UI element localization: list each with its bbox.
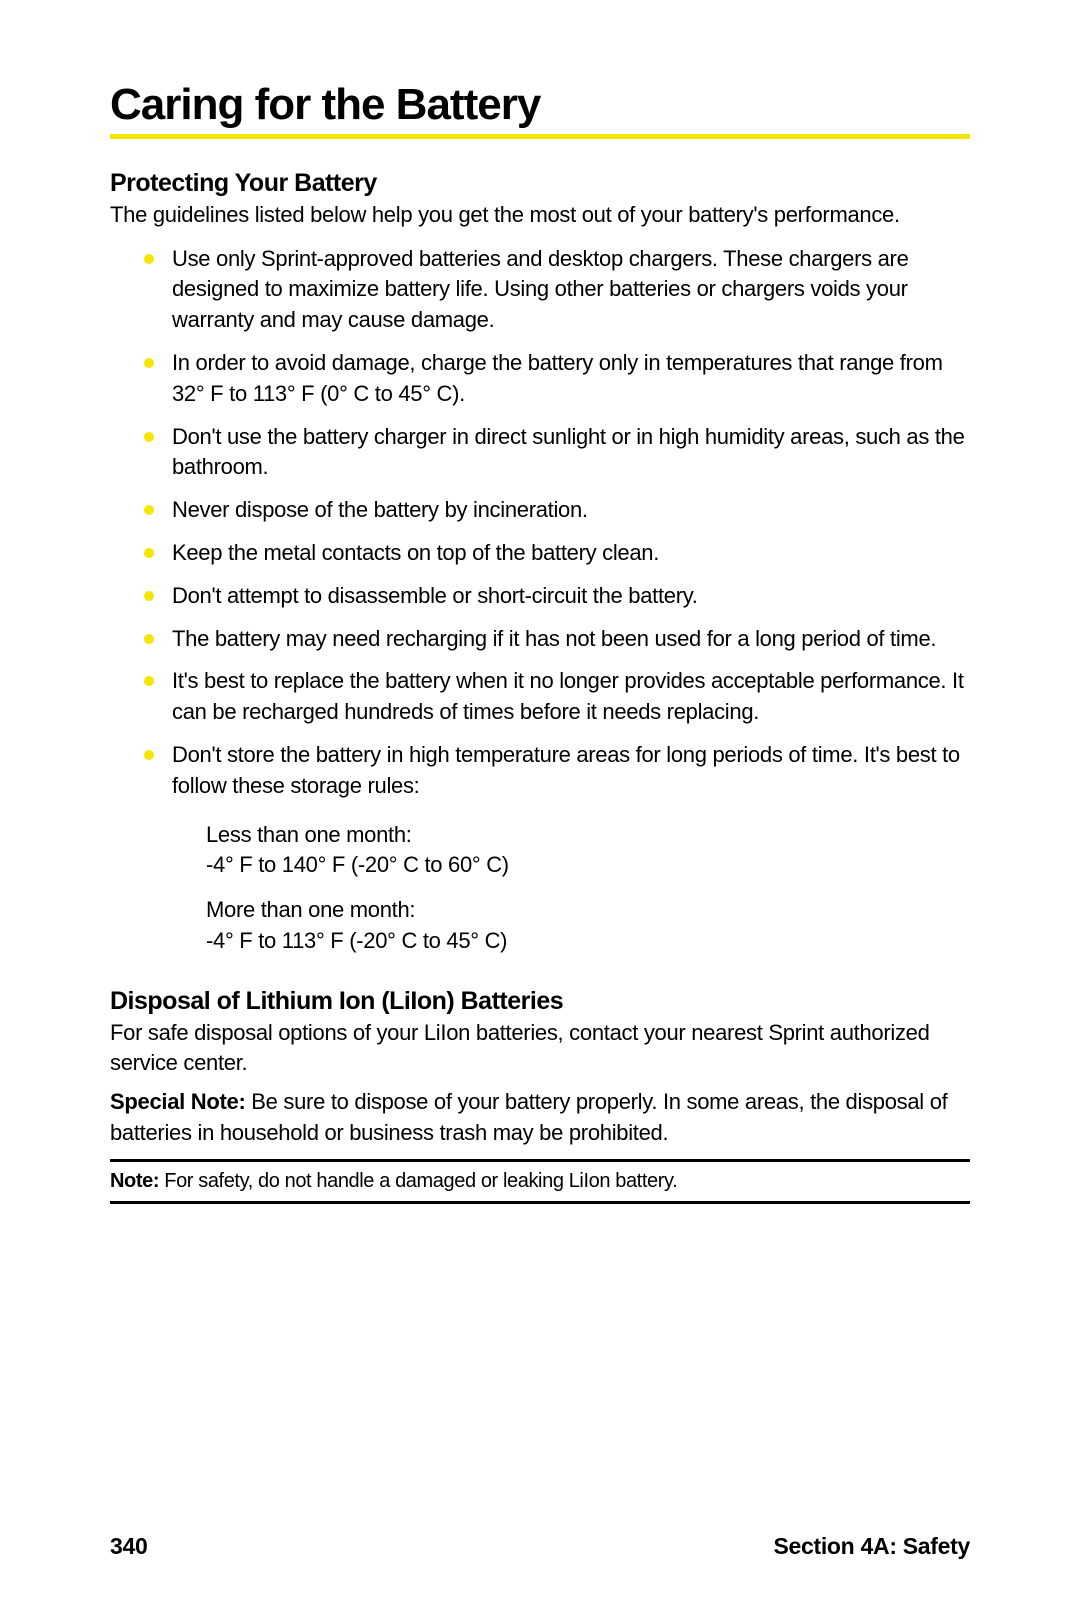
section1-intro: The guidelines listed below help you get… xyxy=(110,200,970,230)
storage-long: More than one month: -4° F to 113° F (-2… xyxy=(206,895,970,957)
page-title: Caring for the Battery xyxy=(110,80,970,139)
protecting-bullet-list: Use only Sprint-approved batteries and d… xyxy=(144,244,970,802)
bullet-item: In order to avoid damage, charge the bat… xyxy=(144,348,970,410)
bullet-item: Don't use the battery charger in direct … xyxy=(144,422,970,484)
bullet-item: Use only Sprint-approved batteries and d… xyxy=(144,244,970,336)
section1-heading: Protecting Your Battery xyxy=(110,169,970,198)
special-note-label: Special Note: xyxy=(110,1089,245,1114)
storage-rules: Less than one month: -4° F to 140° F (-2… xyxy=(206,820,970,957)
document-page: Caring for the Battery Protecting Your B… xyxy=(0,0,1080,1620)
storage-short-range: -4° F to 140° F (-20° C to 60° C) xyxy=(206,852,509,877)
storage-short: Less than one month: -4° F to 140° F (-2… xyxy=(206,820,970,882)
bullet-item: Never dispose of the battery by incinera… xyxy=(144,495,970,526)
section-label: Section 4A: Safety xyxy=(773,1533,970,1560)
section2-heading: Disposal of Lithium Ion (LiIon) Batterie… xyxy=(110,987,970,1016)
bullet-item: It's best to replace the battery when it… xyxy=(144,666,970,728)
storage-long-label: More than one month: xyxy=(206,897,415,922)
page-number: 340 xyxy=(110,1533,147,1560)
note-box: Note: For safety, do not handle a damage… xyxy=(110,1159,970,1204)
page-footer: 340 Section 4A: Safety xyxy=(110,1533,970,1560)
storage-long-range: -4° F to 113° F (-20° C to 45° C) xyxy=(206,928,507,953)
note-label: Note: xyxy=(110,1170,159,1192)
storage-short-label: Less than one month: xyxy=(206,822,412,847)
bullet-item: Don't attempt to disassemble or short-ci… xyxy=(144,581,970,612)
note-text: For safety, do not handle a damaged or l… xyxy=(159,1170,677,1192)
bullet-item: Keep the metal contacts on top of the ba… xyxy=(144,538,970,569)
special-note: Special Note: Be sure to dispose of your… xyxy=(110,1087,970,1149)
section2-intro: For safe disposal options of your LiIon … xyxy=(110,1018,970,1077)
bullet-item: Don't store the battery in high temperat… xyxy=(144,740,970,802)
bullet-item: The battery may need recharging if it ha… xyxy=(144,624,970,655)
